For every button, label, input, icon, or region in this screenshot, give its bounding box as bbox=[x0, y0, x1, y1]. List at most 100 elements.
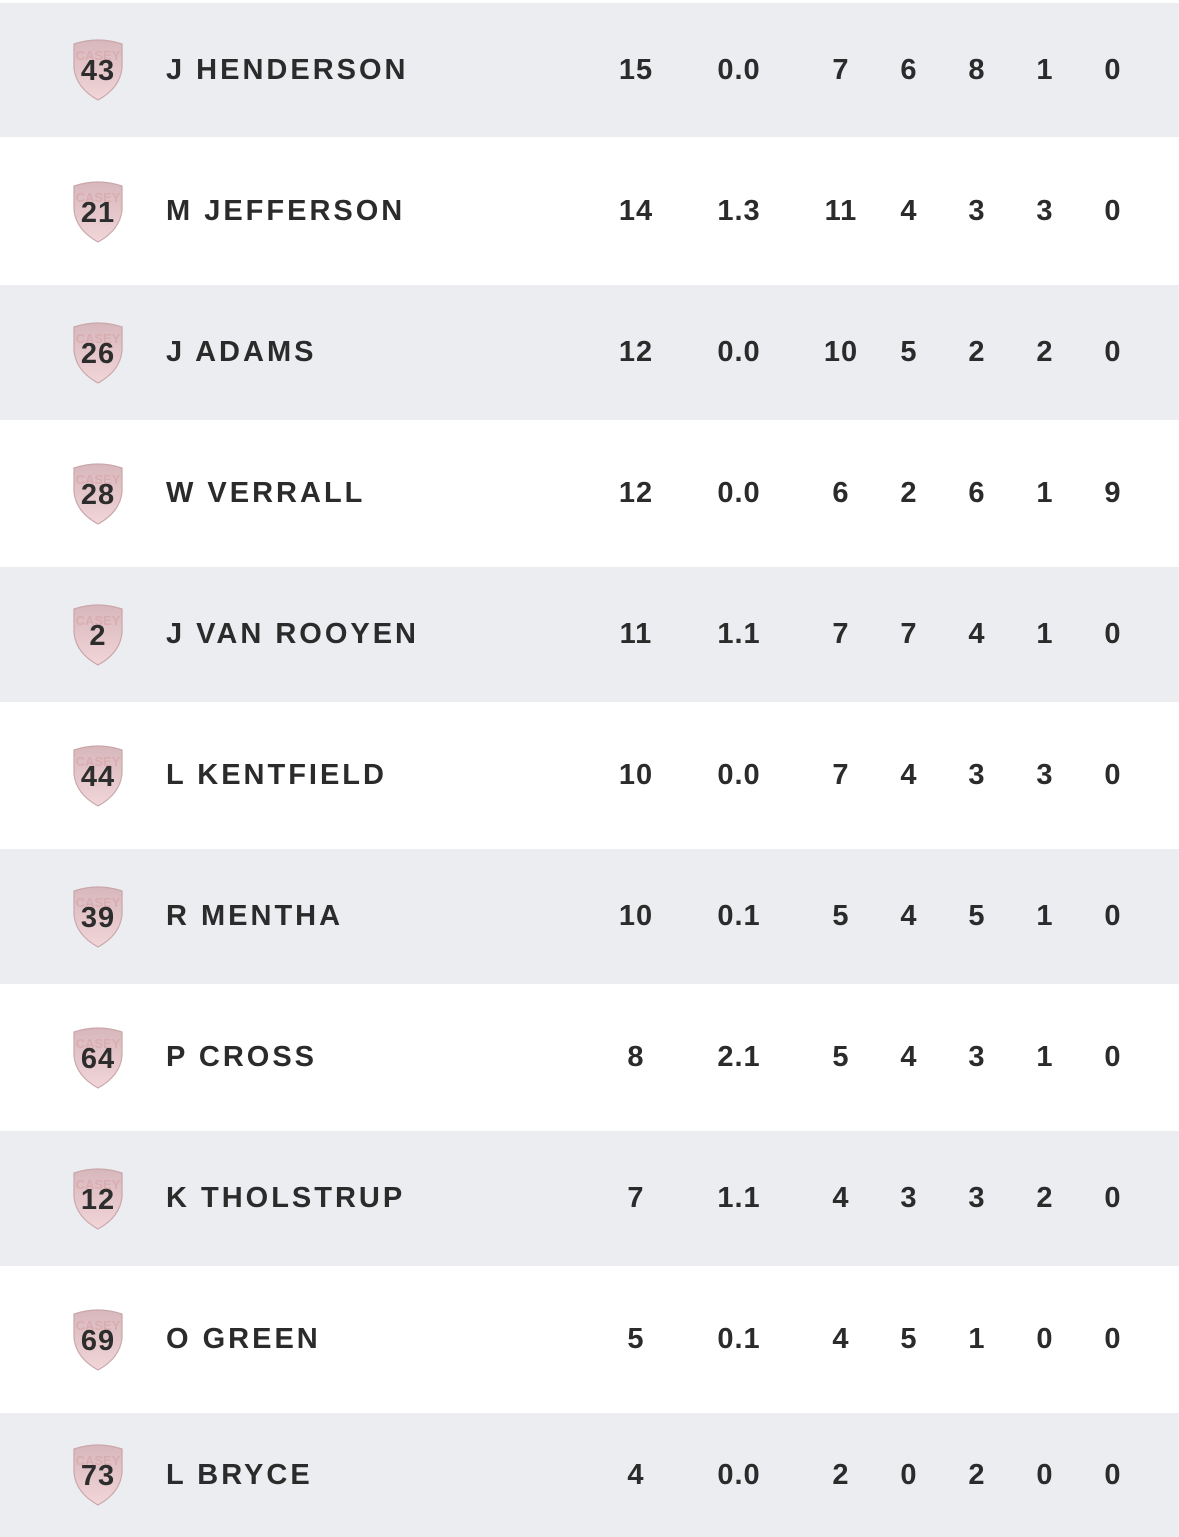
badge-watermark: CASEY bbox=[76, 1318, 121, 1333]
club-shield-icon: CASEY bbox=[73, 1444, 123, 1506]
stat-cell-7: 0 bbox=[1104, 900, 1122, 932]
badge-watermark: CASEY bbox=[76, 754, 121, 769]
stat-cell-1: 10 bbox=[618, 900, 654, 932]
player-name[interactable]: M JEFFERSON bbox=[166, 195, 406, 227]
stat-cell-5: 1 bbox=[968, 1323, 986, 1355]
stat-cell-6: 1 bbox=[1036, 477, 1054, 509]
badge-watermark: CASEY bbox=[76, 472, 121, 487]
stat-cell-3: 7 bbox=[832, 618, 850, 650]
jersey-number-badge: CASEY 73 bbox=[70, 1443, 126, 1507]
table-row[interactable]: CASEY 64 P CROSS 8 2.1 5 4 3 1 0 bbox=[0, 984, 1179, 1131]
jersey-number: 44 bbox=[80, 760, 116, 793]
stat-cell-1: 8 bbox=[627, 1041, 645, 1073]
badge-watermark: CASEY bbox=[76, 331, 121, 346]
stat-cell-3: 6 bbox=[832, 477, 850, 509]
stat-cell-4: 0 bbox=[900, 1458, 918, 1491]
table-row[interactable]: CASEY 12 K THOLSTRUP 7 1.1 4 3 3 2 0 bbox=[0, 1131, 1179, 1266]
badge-watermark: CASEY bbox=[76, 613, 121, 628]
table-row[interactable]: CASEY 28 W VERRALL 12 0.0 6 2 6 1 9 bbox=[0, 420, 1179, 567]
stat-cell-4: 3 bbox=[900, 1182, 918, 1214]
badge-watermark: CASEY bbox=[76, 1036, 121, 1051]
player-name[interactable]: W VERRALL bbox=[166, 477, 366, 509]
stat-cell-4: 5 bbox=[900, 1323, 918, 1355]
stat-cell-4: 5 bbox=[900, 336, 918, 368]
badge-watermark: CASEY bbox=[76, 48, 121, 63]
stat-cell-7: 0 bbox=[1104, 195, 1122, 227]
club-shield-icon: CASEY bbox=[73, 180, 123, 243]
stat-cell-6: 3 bbox=[1036, 195, 1054, 227]
stat-cell-5: 3 bbox=[968, 195, 986, 227]
player-name[interactable]: J HENDERSON bbox=[166, 53, 409, 86]
stat-cell-4: 6 bbox=[900, 53, 918, 86]
stat-cell-5: 3 bbox=[968, 1041, 986, 1073]
stat-cell-7: 0 bbox=[1104, 1458, 1122, 1491]
stat-cell-2: 2.1 bbox=[717, 1041, 761, 1073]
table-row[interactable]: CASEY 26 J ADAMS 12 0.0 10 5 2 2 0 bbox=[0, 285, 1179, 420]
jersey-number-badge: CASEY 21 bbox=[70, 180, 126, 244]
stat-cell-6: 1 bbox=[1036, 1041, 1054, 1073]
stat-cell-1: 12 bbox=[618, 336, 654, 368]
player-name[interactable]: J ADAMS bbox=[166, 336, 317, 368]
stat-cell-1: 4 bbox=[627, 1458, 645, 1491]
club-shield-icon: CASEY bbox=[73, 744, 123, 807]
jersey-number: 12 bbox=[80, 1183, 116, 1216]
stat-cell-1: 15 bbox=[618, 53, 654, 86]
stat-cell-3: 2 bbox=[832, 1458, 850, 1491]
stat-cell-2: 0.0 bbox=[717, 53, 761, 86]
player-name[interactable]: R MENTHA bbox=[166, 900, 344, 932]
club-shield-icon: CASEY bbox=[73, 462, 123, 525]
table-row[interactable]: CASEY 2 J VAN ROOYEN 11 1.1 7 7 4 1 0 bbox=[0, 567, 1179, 702]
stat-cell-7: 0 bbox=[1104, 1041, 1122, 1073]
stat-cell-6: 1 bbox=[1036, 618, 1054, 650]
jersey-number: 73 bbox=[80, 1459, 116, 1492]
club-shield-icon: CASEY bbox=[73, 885, 123, 948]
stat-cell-1: 14 bbox=[618, 195, 654, 227]
stat-cell-5: 3 bbox=[968, 1182, 986, 1214]
player-name[interactable]: L BRYCE bbox=[166, 1458, 313, 1491]
jersey-number-badge: CASEY 43 bbox=[70, 38, 126, 102]
stat-cell-5: 3 bbox=[968, 759, 986, 791]
stat-cell-7: 0 bbox=[1104, 336, 1122, 368]
stat-cell-7: 0 bbox=[1104, 618, 1122, 650]
table-row[interactable]: CASEY 39 R MENTHA 10 0.1 5 4 5 1 0 bbox=[0, 849, 1179, 984]
stat-cell-2: 0.0 bbox=[717, 336, 761, 368]
player-name[interactable]: L KENTFIELD bbox=[166, 759, 387, 791]
table-row[interactable]: CASEY 44 L KENTFIELD 10 0.0 7 4 3 3 0 bbox=[0, 702, 1179, 849]
jersey-number-badge: CASEY 69 bbox=[70, 1308, 126, 1372]
stat-cell-1: 11 bbox=[619, 618, 653, 650]
player-name[interactable]: J VAN ROOYEN bbox=[166, 618, 420, 650]
stat-cell-3: 4 bbox=[832, 1182, 850, 1214]
stat-cell-2: 0.1 bbox=[717, 900, 761, 932]
table-row[interactable]: CASEY 43 J HENDERSON 15 0.0 7 6 8 1 0 bbox=[0, 3, 1179, 137]
table-row[interactable]: CASEY 69 O GREEN 5 0.1 4 5 1 0 0 bbox=[0, 1266, 1179, 1413]
stat-cell-6: 2 bbox=[1036, 1182, 1054, 1214]
player-name[interactable]: O GREEN bbox=[166, 1323, 321, 1355]
stat-cell-3: 4 bbox=[832, 1323, 850, 1355]
badge-watermark: CASEY bbox=[76, 1177, 121, 1192]
jersey-number: 2 bbox=[89, 619, 107, 652]
jersey-number-badge: CASEY 26 bbox=[70, 321, 126, 385]
stat-cell-5: 2 bbox=[968, 336, 986, 368]
club-shield-icon: CASEY bbox=[73, 321, 123, 384]
stat-cell-3: 10 bbox=[823, 336, 859, 368]
stat-cell-2: 1.1 bbox=[717, 1182, 761, 1214]
stat-cell-7: 0 bbox=[1104, 759, 1122, 791]
stat-cell-5: 5 bbox=[968, 900, 986, 932]
table-row[interactable]: CASEY 73 L BRYCE 4 0.0 2 0 2 0 0 bbox=[0, 1413, 1179, 1537]
stat-cell-6: 1 bbox=[1036, 900, 1054, 932]
stat-cell-5: 2 bbox=[968, 1458, 986, 1491]
stat-cell-4: 4 bbox=[900, 759, 918, 791]
jersey-number: 28 bbox=[80, 478, 116, 511]
stat-cell-6: 2 bbox=[1036, 336, 1054, 368]
player-name[interactable]: P CROSS bbox=[166, 1041, 318, 1073]
badge-watermark: CASEY bbox=[76, 190, 121, 205]
badge-watermark: CASEY bbox=[76, 1453, 121, 1468]
stat-cell-6: 0 bbox=[1036, 1458, 1054, 1491]
table-row[interactable]: CASEY 21 M JEFFERSON 14 1.3 11 4 3 3 0 bbox=[0, 138, 1179, 285]
player-name[interactable]: K THOLSTRUP bbox=[166, 1182, 406, 1214]
stat-cell-1: 10 bbox=[618, 759, 654, 791]
stat-cell-1: 12 bbox=[618, 477, 654, 509]
jersey-number-badge: CASEY 2 bbox=[70, 603, 126, 667]
stat-cell-7: 0 bbox=[1104, 53, 1122, 86]
